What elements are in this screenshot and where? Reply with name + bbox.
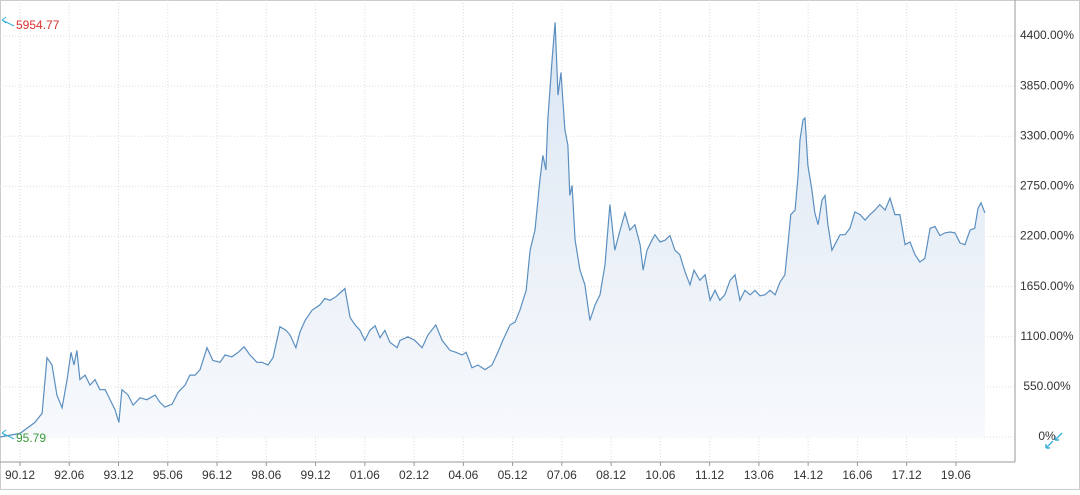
x-tick-label: 16.06 — [842, 468, 872, 482]
x-tick-label: 11.12 — [695, 468, 724, 482]
y-tick-label: 0% — [1038, 429, 1056, 443]
icon-part — [1054, 432, 1063, 441]
line — [0, 22, 986, 438]
x-tick-label: 04.06 — [448, 468, 478, 482]
x-tick-label: 02.12 — [399, 468, 429, 482]
x-tick-label: 07.06 — [547, 468, 577, 482]
annotation: 5954.77 — [16, 18, 60, 32]
x-tick-label: 01.06 — [350, 468, 380, 482]
x-tick-label: 05.12 — [498, 468, 528, 482]
x-tick-label: 13.06 — [744, 468, 774, 482]
y-tick-label: 2200.00% — [1020, 229, 1074, 243]
annotation-arrow — [1, 16, 15, 27]
x-tick-label: 93.12 — [104, 468, 134, 482]
x-tick-label: 96.12 — [202, 468, 232, 482]
expand-icon[interactable] — [1045, 432, 1063, 449]
y-tick-label: 3300.00% — [1020, 128, 1074, 142]
y-tick-label: 4400.00% — [1020, 28, 1074, 42]
x-tick-label: 90.12 — [5, 468, 35, 482]
y-tick-label: 2750.00% — [1020, 179, 1074, 193]
x-tick-label: 14.12 — [793, 468, 823, 482]
x-tick-label: 19.06 — [941, 468, 971, 482]
x-tick-label: 98.06 — [251, 468, 281, 482]
y-tick-label: 1650.00% — [1020, 279, 1074, 293]
icon-part — [1045, 440, 1054, 449]
y-tick-label: 3850.00% — [1020, 78, 1074, 92]
y-tick-label: 550.00% — [1023, 379, 1071, 393]
annotation: 95.79 — [16, 431, 46, 445]
x-tick-label: 95.06 — [153, 468, 183, 482]
x-tick-label: 08.12 — [596, 468, 626, 482]
y-tick-label: 1100.00% — [1020, 329, 1073, 343]
annotation-arrow — [1, 429, 15, 440]
x-tick-label: 10.06 — [645, 468, 675, 482]
x-tick-label: 99.12 — [301, 468, 331, 482]
area — [0, 22, 985, 438]
x-tick-label: 17.12 — [892, 468, 922, 482]
x-tick-label: 92.06 — [54, 468, 84, 482]
